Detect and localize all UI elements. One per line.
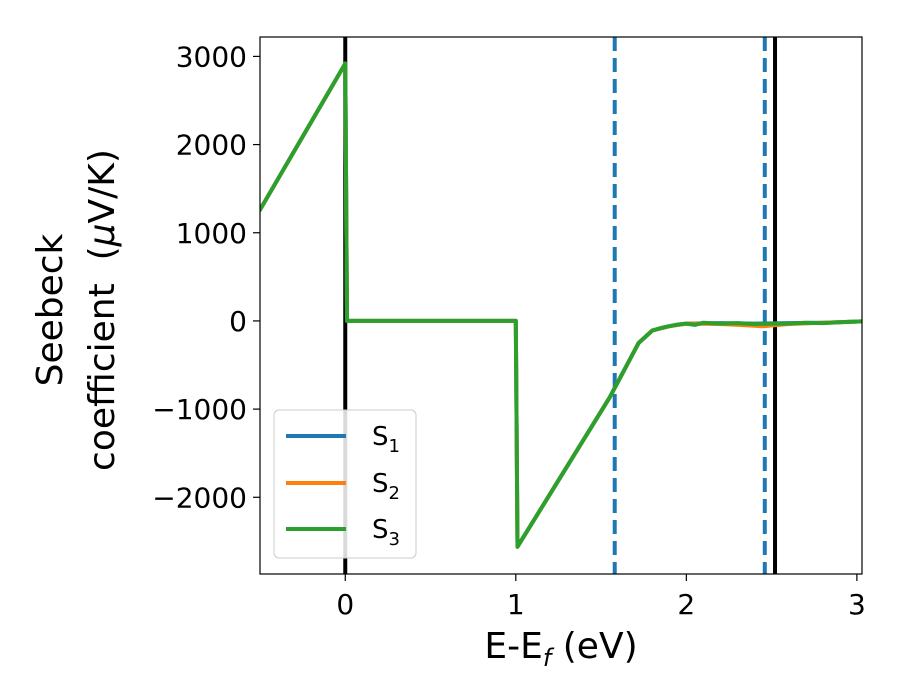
x-tick-label: 2 bbox=[677, 588, 695, 621]
y-axis-title-line1: Seebeck bbox=[30, 233, 71, 386]
legend-label-s3: S3 bbox=[372, 515, 400, 550]
x-tick-label: 0 bbox=[336, 588, 354, 621]
plot-frame bbox=[259, 36, 863, 575]
x-axis-title: E-Ef (eV) bbox=[484, 626, 637, 672]
legend-label-s1: S1 bbox=[372, 422, 400, 457]
legend-label-s2: S2 bbox=[372, 469, 400, 504]
x-tick-label: 3 bbox=[848, 588, 866, 621]
y-axis-title-line2: coefficient (μV/K) bbox=[82, 149, 123, 471]
y-tick-label: 3000 bbox=[176, 40, 247, 73]
y-tick-label: −2000 bbox=[152, 481, 247, 514]
y-tick-label: −1000 bbox=[152, 393, 247, 426]
legend: S1 S2 S3 bbox=[273, 409, 417, 559]
y-tick-label: 2000 bbox=[176, 129, 247, 162]
y-tick-label: 0 bbox=[229, 305, 247, 338]
y-tick-label: 1000 bbox=[176, 217, 247, 250]
x-tick-label: 1 bbox=[507, 588, 525, 621]
series-line-s3 bbox=[260, 61, 862, 549]
